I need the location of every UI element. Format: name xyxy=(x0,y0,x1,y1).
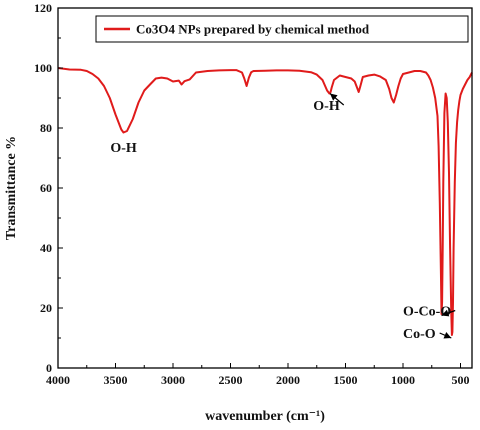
x-tick-label: 4000 xyxy=(46,373,70,387)
annotation-label: Co-O xyxy=(403,327,436,342)
x-tick-label: 1500 xyxy=(334,373,358,387)
series-line xyxy=(57,67,473,336)
x-tick-label: 3000 xyxy=(161,373,185,387)
x-axis-title: wavenumber (cm⁻¹) xyxy=(205,409,325,424)
annotation-label: O-H xyxy=(313,99,340,114)
legend-box xyxy=(95,15,469,43)
annotations-layer: O-H O-H O-Co-O Co-O xyxy=(110,93,456,342)
y-tick-label: 60 xyxy=(40,181,52,195)
y-tick-label: 20 xyxy=(40,301,52,315)
annotation-arrowhead xyxy=(441,309,450,317)
y-axis-ticks: 0 20 40 60 80 100 120 xyxy=(34,1,63,375)
series-layer xyxy=(57,67,473,336)
y-axis-title: Transmittance % xyxy=(4,136,19,240)
x-axis-ticks: 4000 3500 3000 2500 2000 1500 1000 500 xyxy=(46,363,470,387)
x-tick-label: 500 xyxy=(452,373,470,387)
y-tick-label: 120 xyxy=(34,1,52,15)
annotation-arrowhead xyxy=(443,332,452,339)
annotation-label: O-H xyxy=(110,141,137,156)
legend-label: Co3O4 NPs prepared by chemical method xyxy=(136,22,370,37)
y-tick-label: 40 xyxy=(40,241,52,255)
legend: Co3O4 NPs prepared by chemical method xyxy=(95,15,469,43)
x-tick-label: 1000 xyxy=(391,373,415,387)
y-tick-label: 0 xyxy=(46,361,52,375)
x-tick-label: 2500 xyxy=(219,373,243,387)
annotation-label: O-Co-O xyxy=(403,305,451,320)
x-tick-label: 2000 xyxy=(276,373,300,387)
y-tick-label: 100 xyxy=(34,61,52,75)
x-tick-label: 3500 xyxy=(104,373,128,387)
annotation-arrowhead xyxy=(329,93,338,101)
y-tick-label: 80 xyxy=(40,121,52,135)
